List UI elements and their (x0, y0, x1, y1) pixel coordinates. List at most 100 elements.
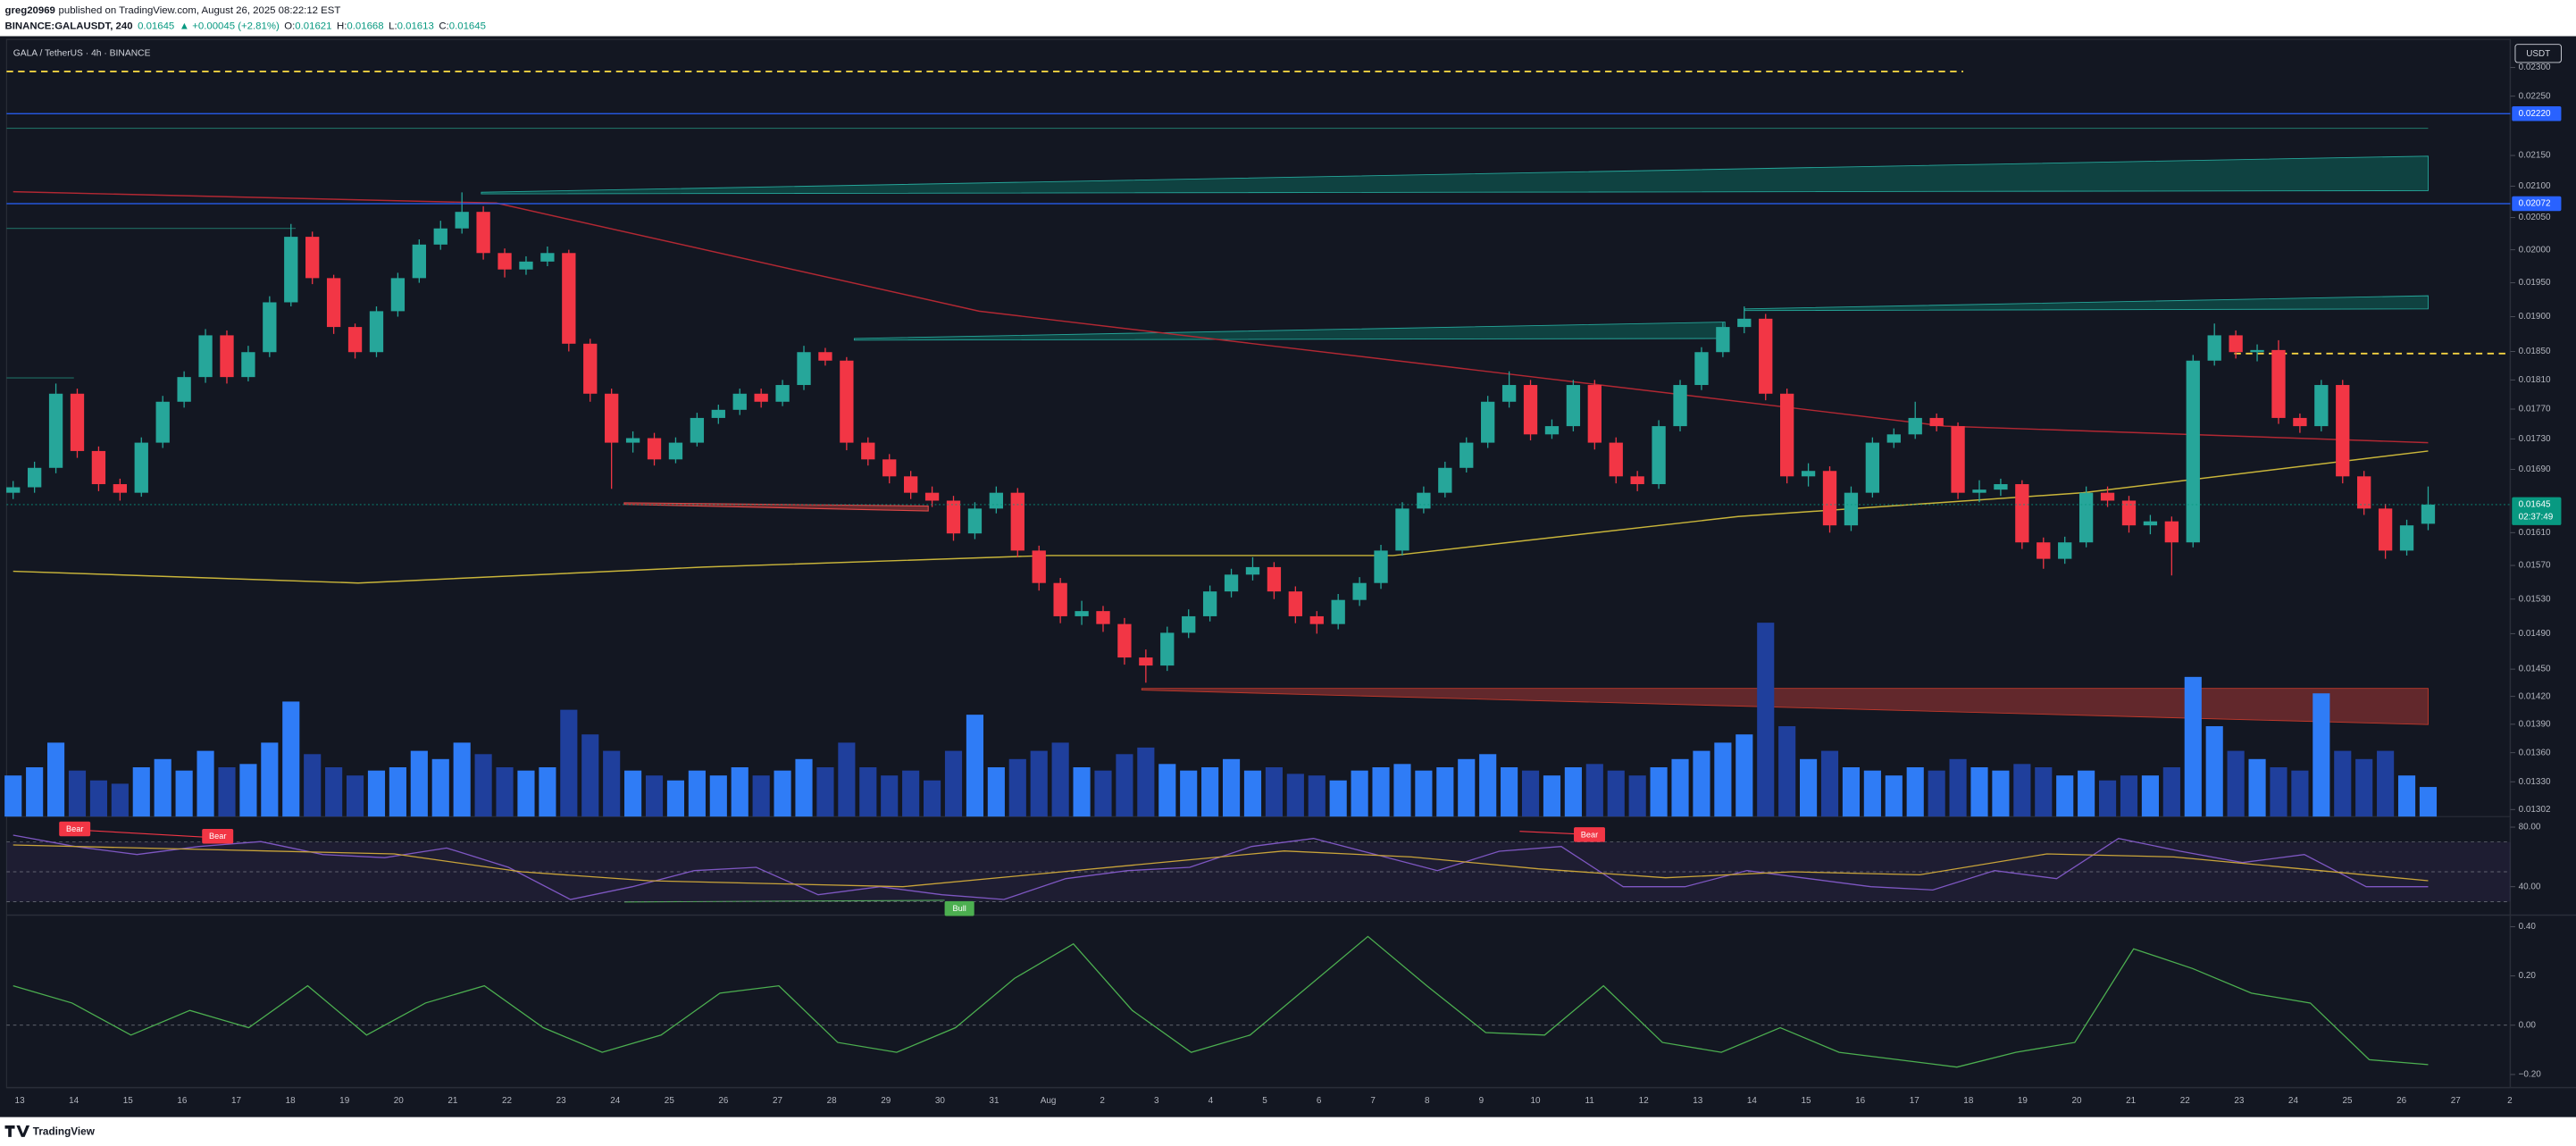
chart-background (0, 36, 2576, 1117)
x-tick-label: 19 (2018, 1096, 2028, 1106)
overlay-line (13, 190, 2429, 444)
y-tick-label: 0.01530 (2519, 594, 2551, 604)
candle-body (1523, 385, 1538, 435)
x-tick-label: 26 (718, 1096, 729, 1106)
volume-bar (1564, 766, 1582, 817)
ohlc-label: O: (284, 21, 295, 31)
x-tick-label: 10 (1530, 1096, 1541, 1106)
volume-bar (2078, 770, 2095, 817)
volume-bar (1949, 758, 1967, 817)
osc-tick-label: 0.00 (2519, 1020, 2537, 1030)
volume-bar (1201, 766, 1219, 817)
volume-bar (1820, 750, 1839, 817)
x-tick-label: 20 (2072, 1096, 2083, 1106)
volume-bar (1671, 758, 1689, 817)
volume-bar (2377, 750, 2395, 817)
symbol-line: BINANCE:GALAUSDT, 240 0.01645 ▲ +0.00045 (… (5, 21, 486, 31)
volume-bar (1158, 764, 1176, 817)
volume-bar (2248, 758, 2266, 817)
x-tick-label: 26 (2396, 1096, 2407, 1106)
candle-body (48, 393, 63, 468)
x-tick-label: 8 (1425, 1096, 1430, 1106)
y-tick-label: 0.02050 (2519, 213, 2551, 222)
candle-body (70, 393, 85, 451)
candle-body (818, 352, 832, 361)
osc-tick-label: −0.20 (2519, 1070, 2542, 1080)
volume-bar (389, 766, 406, 817)
x-tick-label: 25 (665, 1096, 675, 1106)
candle-body (2229, 335, 2243, 353)
candle-body (177, 377, 191, 402)
candle-body (155, 401, 170, 443)
volume-bar (4, 775, 22, 817)
x-tick-label: 27 (2451, 1096, 2462, 1106)
candle-body (2336, 385, 2350, 477)
footer-bar (0, 1117, 2576, 1146)
candle-body (797, 352, 811, 386)
volume-bar (2184, 676, 2202, 817)
y-tick-label: 0.01360 (2519, 748, 2551, 757)
volume-bar (1693, 750, 1710, 817)
volume-bar (902, 770, 920, 817)
volume-bar (560, 709, 578, 817)
volume-bar (1885, 775, 1903, 817)
y-tick-label: 0.01490 (2519, 629, 2551, 639)
x-tick-label: 27 (773, 1096, 783, 1106)
x-tick-label: 16 (1855, 1096, 1866, 1106)
x-tick-label: 2 (2507, 1096, 2513, 1106)
candle-body (2314, 385, 2329, 427)
volume-bar (346, 775, 364, 817)
price-badge (2512, 196, 2562, 212)
volume-bar (645, 775, 664, 817)
volume-bar (1094, 770, 1112, 817)
candle-body (732, 393, 747, 410)
volume-bar (1607, 770, 1625, 817)
y-tick-label: 0.01420 (2519, 691, 2551, 701)
volume-bar (1008, 758, 1026, 817)
volume-bar (2313, 693, 2330, 817)
volume-bar (731, 766, 749, 817)
candle-body (498, 253, 512, 270)
ohlc-value: 0.01645 (449, 21, 486, 31)
candle-body (6, 487, 21, 493)
candle-body (2164, 521, 2179, 543)
candle-body (989, 492, 1004, 509)
candle-body (1096, 611, 1110, 624)
volume-bar (2056, 775, 2074, 817)
candle-body (625, 438, 640, 443)
volume-bar (68, 770, 87, 817)
y-tick-label: 0.01450 (2519, 665, 2551, 674)
x-tick-label: 15 (123, 1096, 134, 1106)
y-tick-label: 0.02000 (2519, 245, 2551, 255)
signals: Bear Bear Bear Bull (59, 821, 1605, 916)
symbol: BINANCE:GALAUSDT, 240 (5, 21, 133, 31)
candle-body (1010, 492, 1025, 551)
candle-body (1609, 442, 1623, 477)
channel-zone (481, 155, 2429, 195)
y-tick-label: 0.01900 (2519, 312, 2551, 322)
volume-bar (1863, 770, 1881, 817)
y-tick-label: 0.01950 (2519, 278, 2551, 288)
x-tick-label: 17 (1910, 1096, 1920, 1106)
candle-body (1951, 426, 1965, 493)
signal-label: Bull (952, 904, 966, 913)
candle-body (326, 278, 341, 328)
volume-bar (282, 701, 300, 817)
publish-line: greg20969 published on TradingView.com, A… (5, 5, 341, 16)
candle-body (1652, 426, 1666, 485)
candle-body (2357, 476, 2371, 509)
x-tick-label: 25 (2343, 1096, 2354, 1106)
volume-bar (1650, 766, 1668, 817)
candle-body (2271, 349, 2286, 418)
volume-bar (987, 766, 1005, 817)
ohlc-label: H: (337, 21, 347, 31)
currency-box[interactable] (2514, 44, 2562, 63)
candle-body (1481, 401, 1495, 443)
volume-bar (1585, 764, 1603, 817)
rsi-tick-label: 40.00 (2519, 882, 2541, 891)
x-tick-label: 20 (394, 1096, 405, 1106)
last-price-label: 0.01645 (2519, 500, 2551, 510)
candle-body (1352, 582, 1367, 600)
x-tick-label: 22 (2180, 1096, 2191, 1106)
candle-body (1288, 591, 1302, 616)
